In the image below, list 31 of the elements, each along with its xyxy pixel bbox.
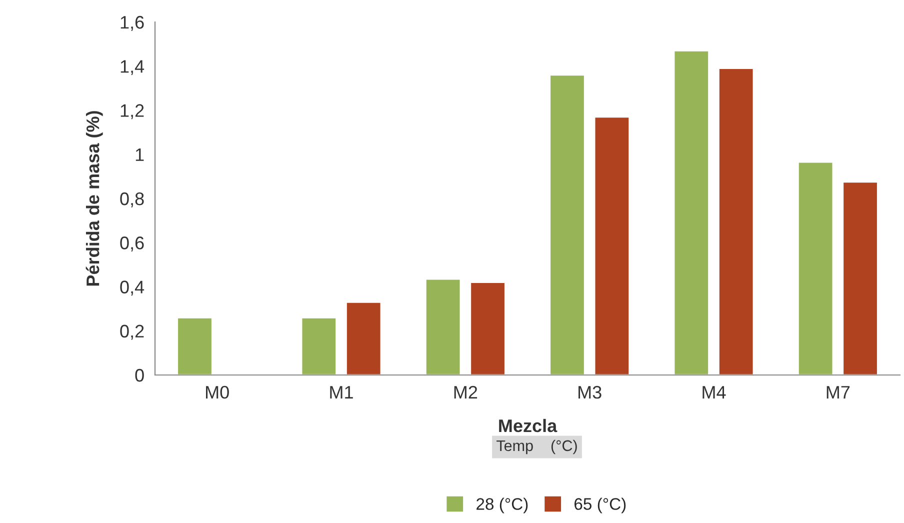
legend-label: 28 (°C) (476, 498, 528, 514)
y-tick-label: 0,2 (120, 324, 144, 340)
y-tick-label: 0,8 (120, 192, 144, 208)
x-tick-label: M2 (454, 386, 478, 398)
y-tick-label: 1,4 (120, 60, 144, 75)
legend-title: Temp (°C) (496, 440, 577, 454)
y-tick-label: 1,2 (120, 104, 144, 120)
bar (673, 50, 710, 375)
y-tick-label: 0,4 (120, 280, 144, 296)
x-tick-label: M3 (578, 386, 602, 399)
x-tick-label: M0 (206, 386, 229, 399)
bar (470, 282, 506, 375)
bar (797, 161, 834, 375)
y-tick-label: 1 (136, 148, 144, 161)
bar (424, 278, 462, 375)
y-tick-label: 1,6 (120, 16, 144, 31)
y-tick-label: 0 (135, 368, 144, 382)
bar (594, 116, 630, 375)
bar (300, 316, 337, 375)
x-axis-title: Mezcla (499, 418, 558, 432)
bar (718, 68, 754, 375)
bar (346, 302, 382, 375)
x-tick-label: M7 (826, 386, 850, 398)
bar (176, 316, 213, 375)
legend-label: 65 (°C) (574, 498, 626, 514)
y-tick-label: 0,6 (120, 236, 144, 252)
x-tick-label: M1 (330, 386, 353, 398)
y-axis-title: Pérdida de masa (%) (86, 111, 103, 286)
bar (842, 181, 878, 375)
bar (549, 74, 586, 375)
x-tick-label: M4 (702, 386, 726, 398)
